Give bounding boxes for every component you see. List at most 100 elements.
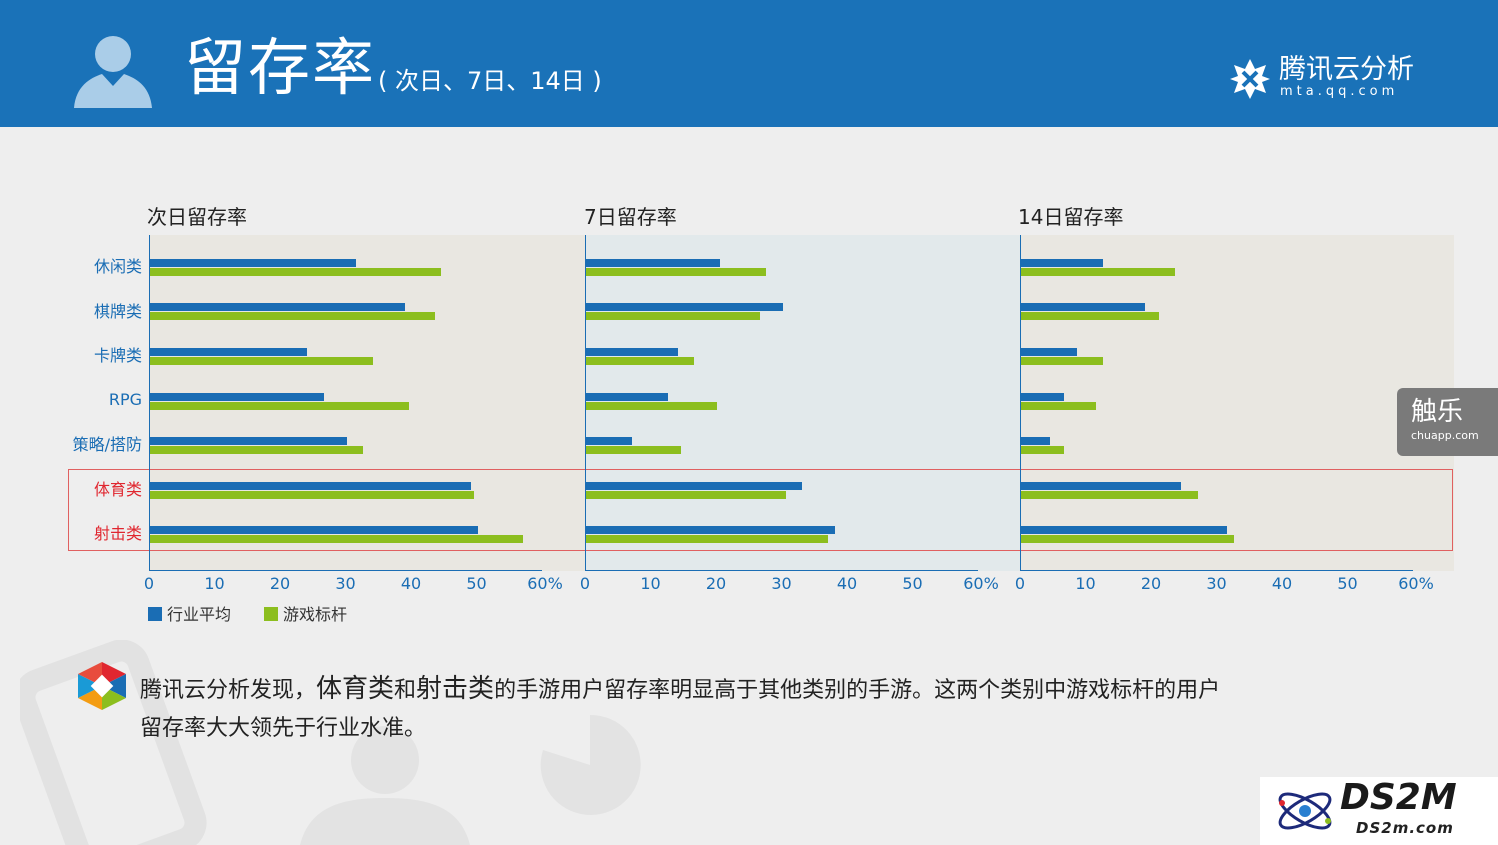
bar-game-benchmark [150,491,475,499]
note-part-1: 腾讯云分析发现， [140,678,317,703]
page-title: 留存率 [184,31,377,104]
x-tick-label: 10 [1075,574,1096,593]
bar-game-benchmark [586,402,717,410]
x-axis-line [149,570,542,571]
atom-logo-icon [1278,792,1332,830]
x-axis-line [1020,570,1413,571]
category-label-shooting: 射击类 [93,524,142,543]
bar-game-benchmark [586,446,681,454]
bar-industry-average [586,348,678,356]
bar-industry-average [1021,437,1051,445]
bar-industry-average [586,482,803,490]
chuapp-badge-url: chuapp.com [1411,429,1479,442]
bar-game-benchmark [150,357,373,365]
phone-watermark-icon [20,640,207,845]
legend-game-benchmark: 游戏标杆 [264,605,347,627]
bar-industry-average [150,303,406,311]
x-tick-label: 10 [640,574,661,593]
bar-industry-average [1021,526,1228,534]
x-tick-label: 30 [771,574,792,593]
x-axis-line [585,570,978,571]
bar-game-benchmark [1021,268,1175,276]
note-strong-shooting: 射击类 [416,674,495,704]
bar-industry-average [1021,482,1182,490]
bar-game-benchmark [150,312,435,320]
bar-game-benchmark [150,402,409,410]
y-axis-line [1020,235,1021,571]
category-label-board: 棋牌类 [93,302,142,321]
legend-swatch-green [264,607,278,621]
page-subtitle: ( 次日、7日、14日 ) [378,67,602,95]
category-label-rpg: RPG [108,390,142,409]
category-label-strategy: 策略/搭防 [72,435,142,454]
x-tick-label: 0 [579,574,591,593]
y-axis-line [585,235,586,571]
pie-watermark-icon [540,714,641,815]
bar-industry-average [586,526,835,534]
category-label-casual: 休闲类 [93,257,142,276]
x-tick-label: 60% [963,574,999,593]
bar-industry-average [586,393,668,401]
x-tick-label: 50 [1337,574,1358,593]
bar-industry-average [1021,303,1146,311]
ds2m-watermark-title: DS2M [1340,777,1457,818]
x-tick-label: 20 [705,574,727,593]
tencent-analytics-logo-icon [1230,59,1270,99]
bar-industry-average [150,437,347,445]
bar-industry-average [1021,259,1103,267]
bar-game-benchmark [586,357,695,365]
legend-industry-average: 行业平均 [148,605,231,627]
x-tick-label: 20 [1140,574,1162,593]
x-tick-label: 40 [836,574,858,593]
legend-swatch-blue [148,607,162,621]
chart-title-next-day: 次日留存率 [147,205,247,229]
x-tick-label: 40 [400,574,422,593]
category-label-sports: 体育类 [93,480,142,499]
ds2m-watermark-url: DS2m.com [1356,819,1454,837]
x-tick-label: 40 [1271,574,1293,593]
bar-game-benchmark [150,268,442,276]
analysis-note: 腾讯云分析发现，体育类和射击类的手游用户留存率明显高于其他类别的手游。这两个类别… [140,670,1390,748]
bar-industry-average [586,303,783,311]
bar-industry-average [586,437,632,445]
bar-game-benchmark [586,491,786,499]
bar-game-benchmark [1021,446,1064,454]
bar-industry-average [150,482,471,490]
category-label-card: 卡牌类 [93,346,142,365]
brand-name: 腾讯云分析 [1279,54,1414,85]
bar-industry-average [150,348,308,356]
legend-label-game-benchmark: 游戏标杆 [283,605,348,624]
bar-game-benchmark [150,446,363,454]
bar-industry-average [586,259,721,267]
person-watermark-icon [300,726,470,845]
chuapp-badge-title: 触乐 [1411,397,1464,427]
x-tick-label: 30 [335,574,356,593]
analysis-note-line-1: 腾讯云分析发现，体育类和射击类的手游用户留存率明显高于其他类别的手游。这两个类别… [140,670,1390,710]
x-tick-label: 60% [1398,574,1434,593]
user-avatar-icon [74,36,152,108]
legend-label-industry-average: 行业平均 [167,605,232,624]
y-axis-line [149,235,150,571]
bar-game-benchmark [586,268,767,276]
bar-industry-average [150,526,478,534]
note-strong-sports: 体育类 [316,674,395,704]
bar-industry-average [1021,348,1077,356]
bar-industry-average [150,393,324,401]
bar-game-benchmark [1021,357,1103,365]
x-tick-label: 10 [204,574,225,593]
bar-game-benchmark [150,535,524,543]
note-part-3: 的手游用户留存率明显高于其他类别的手游。这两个类别中游戏标杆的用户 [494,678,1221,703]
x-tick-label: 0 [1014,574,1026,593]
bar-industry-average [1021,393,1064,401]
bar-game-benchmark [1021,535,1234,543]
highlight-box [68,469,1453,551]
x-tick-label: 20 [269,574,291,593]
chuapp-badge[interactable]: 触乐 chuapp.com [1397,388,1498,456]
ds2m-watermark: DS2M DS2m.com [1260,777,1498,845]
header-bar: 留存率 ( 次日、7日、14日 ) 腾讯云分析 mta.qq.com [0,0,1498,127]
bar-game-benchmark [1021,491,1198,499]
chart-title-14-day: 14日留存率 [1018,205,1124,229]
note-part-2: 和 [394,678,417,703]
bar-game-benchmark [1021,402,1097,410]
bar-game-benchmark [586,535,829,543]
